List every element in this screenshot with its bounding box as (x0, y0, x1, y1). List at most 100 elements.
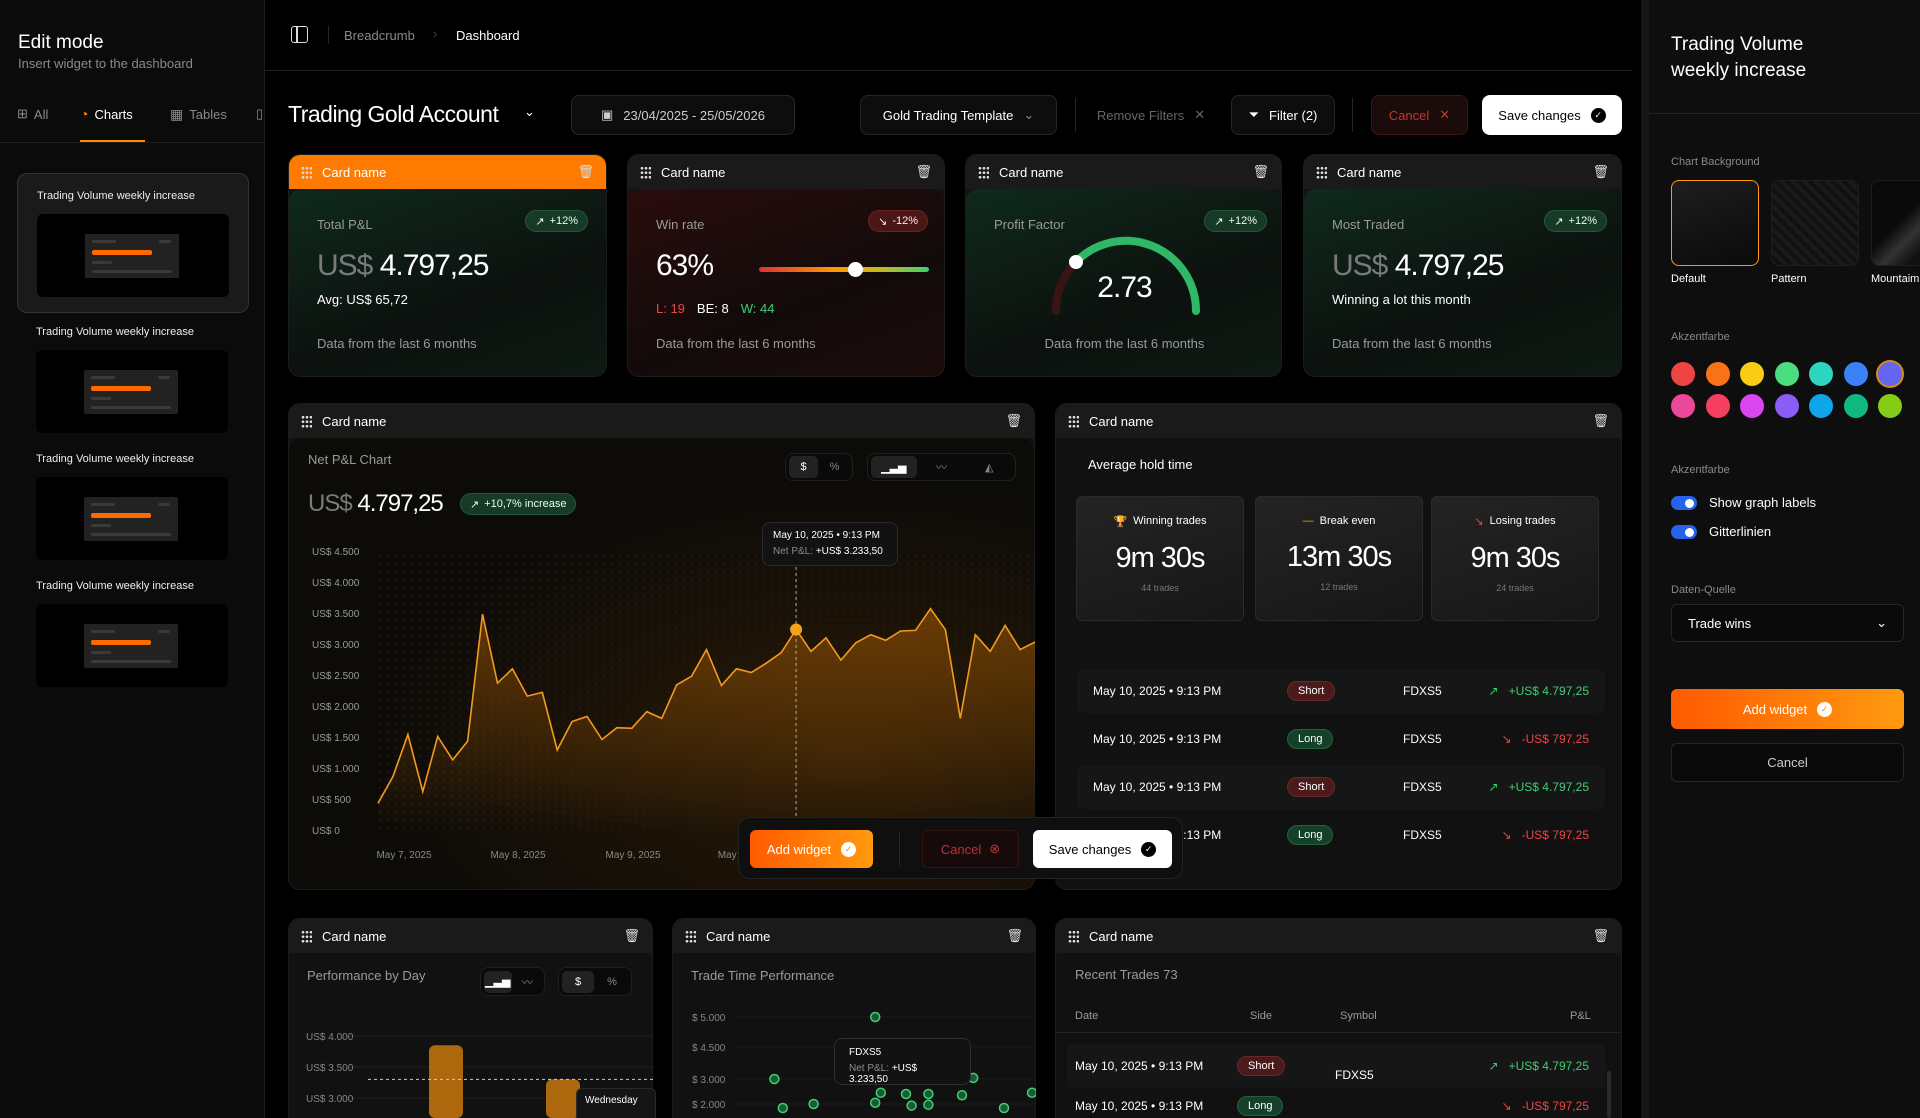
drag-handle-icon[interactable] (685, 929, 696, 943)
drag-handle-icon[interactable] (301, 165, 312, 179)
area-chart-icon[interactable]: ◭ (984, 461, 994, 474)
trade-row[interactable]: May 10, 2025 • 9:13 PM Long ↘ -US$ 797,25 (1067, 1094, 1605, 1118)
widget-template-item[interactable]: Trading Volume weekly increase (17, 310, 249, 450)
color-swatch[interactable] (1774, 362, 1799, 386)
scatter-point[interactable] (777, 1102, 789, 1114)
drag-handle-icon[interactable] (301, 929, 312, 943)
save-changes-button[interactable]: Save changes ✓ (1482, 95, 1622, 135)
color-swatch[interactable] (1878, 362, 1902, 386)
trash-icon[interactable]: 🗑 (1592, 413, 1609, 428)
trash-icon[interactable]: 🗑 (1005, 413, 1022, 428)
color-swatch[interactable] (1809, 394, 1833, 418)
color-swatch[interactable] (1843, 362, 1868, 386)
drag-handle-icon[interactable] (640, 165, 651, 179)
drag-handle-icon[interactable] (301, 414, 312, 428)
scatter-point[interactable] (769, 1073, 780, 1085)
scatter-point[interactable] (869, 1011, 881, 1023)
add-widget-button[interactable]: Add widget ✓ (1671, 689, 1904, 729)
drag-handle-icon[interactable] (1068, 929, 1079, 943)
scatter-point[interactable] (875, 1087, 887, 1098)
tab-charts[interactable]: ◔ Charts (80, 106, 133, 122)
trade-row[interactable]: May 10, 2025 • 9:13 PM Long FDXS5 ↘ -US$ 797… (1077, 717, 1605, 761)
card-header[interactable]: Card name 🗑 (966, 155, 1281, 189)
bar[interactable] (429, 1045, 463, 1118)
color-swatch[interactable] (1809, 362, 1833, 386)
highlight-point[interactable] (790, 623, 803, 636)
tab-tables[interactable]: ▦ Tables (170, 106, 227, 123)
drag-handle-icon[interactable] (1068, 414, 1079, 428)
toggle-switch[interactable] (1671, 525, 1697, 539)
widget-template-item[interactable]: Trading Volume weekly increase (17, 437, 249, 577)
column-header-symbol[interactable]: Symbol (1340, 1010, 1377, 1022)
cancel-button[interactable]: Cancel (1671, 743, 1904, 782)
scatter-point[interactable] (923, 1088, 934, 1100)
color-swatch[interactable] (1705, 362, 1730, 386)
widget-template-item[interactable]: Trading Volume weekly increase (17, 173, 249, 313)
trash-icon[interactable]: 🗑 (623, 928, 640, 943)
tab-more[interactable]: ▯ (256, 106, 263, 122)
template-dropdown[interactable]: Gold Trading Template ⌄ (860, 95, 1057, 135)
trade-row[interactable]: May 10, 2025 • 9:13 PM Short FDXS5 ↗ +US$ 4.… (1067, 1044, 1605, 1088)
trash-icon[interactable]: 🗑 (577, 164, 594, 179)
unit-dollar-button[interactable]: $ (789, 456, 818, 478)
remove-filters-button[interactable]: Remove Filters ✕ (1086, 95, 1216, 135)
unit-percent-button[interactable]: % (829, 461, 840, 473)
toggle-switch[interactable] (1671, 496, 1697, 510)
drag-handle-icon[interactable] (1316, 165, 1327, 179)
trash-icon[interactable]: 🗑 (1006, 928, 1023, 943)
card-header[interactable]: Card name 🗑 (289, 404, 1034, 438)
scatter-point[interactable] (956, 1090, 968, 1101)
card-header[interactable]: Card name 🗑 (289, 919, 652, 953)
trash-icon[interactable]: 🗑 (1252, 164, 1269, 179)
color-swatch[interactable] (1774, 394, 1799, 418)
filter-button[interactable]: ⏷ Filter (2) (1231, 95, 1335, 135)
background-option[interactable] (1771, 180, 1859, 266)
scatter-point[interactable] (1026, 1087, 1037, 1098)
card-header[interactable]: Card name 🗑 (1056, 404, 1621, 438)
scatter-point[interactable] (900, 1088, 912, 1100)
data-source-select[interactable]: Trade wins ⌄ (1671, 604, 1904, 642)
date-range-picker[interactable]: ▣ 23/04/2025 - 25/05/2026 (571, 95, 795, 135)
trade-row[interactable]: May 10, 2025 • 9:13 PM Short FDXS5 ↗ +US$ 4.… (1077, 765, 1605, 809)
color-swatch[interactable] (1671, 394, 1695, 418)
unit-percent-button[interactable]: % (607, 975, 617, 988)
sidebar-toggle-icon[interactable] (291, 26, 308, 43)
color-swatch[interactable] (1671, 362, 1695, 386)
scatter-point[interactable] (923, 1099, 934, 1111)
card-header[interactable]: Card name 🗑 (673, 919, 1035, 953)
line-chart-icon[interactable]: 〰 (936, 462, 947, 474)
bar[interactable] (546, 1079, 580, 1118)
add-widget-button[interactable]: Add widget ✓ (750, 830, 873, 868)
line-chart-icon[interactable]: 〰 (521, 976, 533, 989)
column-header-side[interactable]: Side (1250, 1010, 1273, 1022)
card-header[interactable]: Card name 🗑 (628, 155, 944, 189)
cancel-button[interactable]: Cancel ⊗ (922, 830, 1019, 868)
drag-handle-icon[interactable] (978, 165, 989, 179)
scrollbar[interactable] (1607, 1071, 1611, 1118)
card-header[interactable]: Card name 🗑 (1056, 919, 1621, 953)
scatter-point[interactable] (906, 1100, 917, 1111)
color-swatch[interactable] (1878, 394, 1902, 418)
color-swatch[interactable] (1740, 394, 1764, 418)
color-swatch[interactable] (1705, 394, 1730, 418)
breadcrumb-link[interactable]: Breadcrumb (344, 28, 415, 43)
bar-chart-icon[interactable]: ▁▃▅ (484, 970, 512, 993)
scatter-point[interactable] (869, 1097, 881, 1108)
color-swatch[interactable] (1740, 362, 1764, 386)
bar-chart-icon[interactable]: ▁▃▅ (871, 456, 917, 478)
account-dropdown-chevron-icon[interactable]: ⌄ (524, 104, 535, 119)
column-header-date[interactable]: Date (1075, 1010, 1099, 1022)
column-header-pnl[interactable]: P&L (1570, 1010, 1591, 1022)
save-changes-button[interactable]: Save changes ✓ (1033, 830, 1172, 868)
background-option[interactable] (1871, 180, 1920, 266)
background-option[interactable] (1671, 180, 1759, 266)
trash-icon[interactable]: 🗑 (1592, 164, 1609, 179)
card-header[interactable]: Card name 🗑 (289, 155, 606, 189)
widget-template-item[interactable]: Trading Volume weekly increase (17, 564, 249, 704)
cancel-button[interactable]: Cancel ✕ (1371, 95, 1468, 135)
trade-row[interactable]: May 10, 2025 • 9:13 PM Short FDXS5 ↗ +US$ 4.… (1077, 669, 1605, 713)
color-swatch[interactable] (1843, 394, 1868, 418)
card-header[interactable]: Card name 🗑 (1304, 155, 1621, 189)
tab-all[interactable]: ⊞ All (17, 106, 48, 122)
unit-dollar-button[interactable]: $ (562, 970, 594, 993)
